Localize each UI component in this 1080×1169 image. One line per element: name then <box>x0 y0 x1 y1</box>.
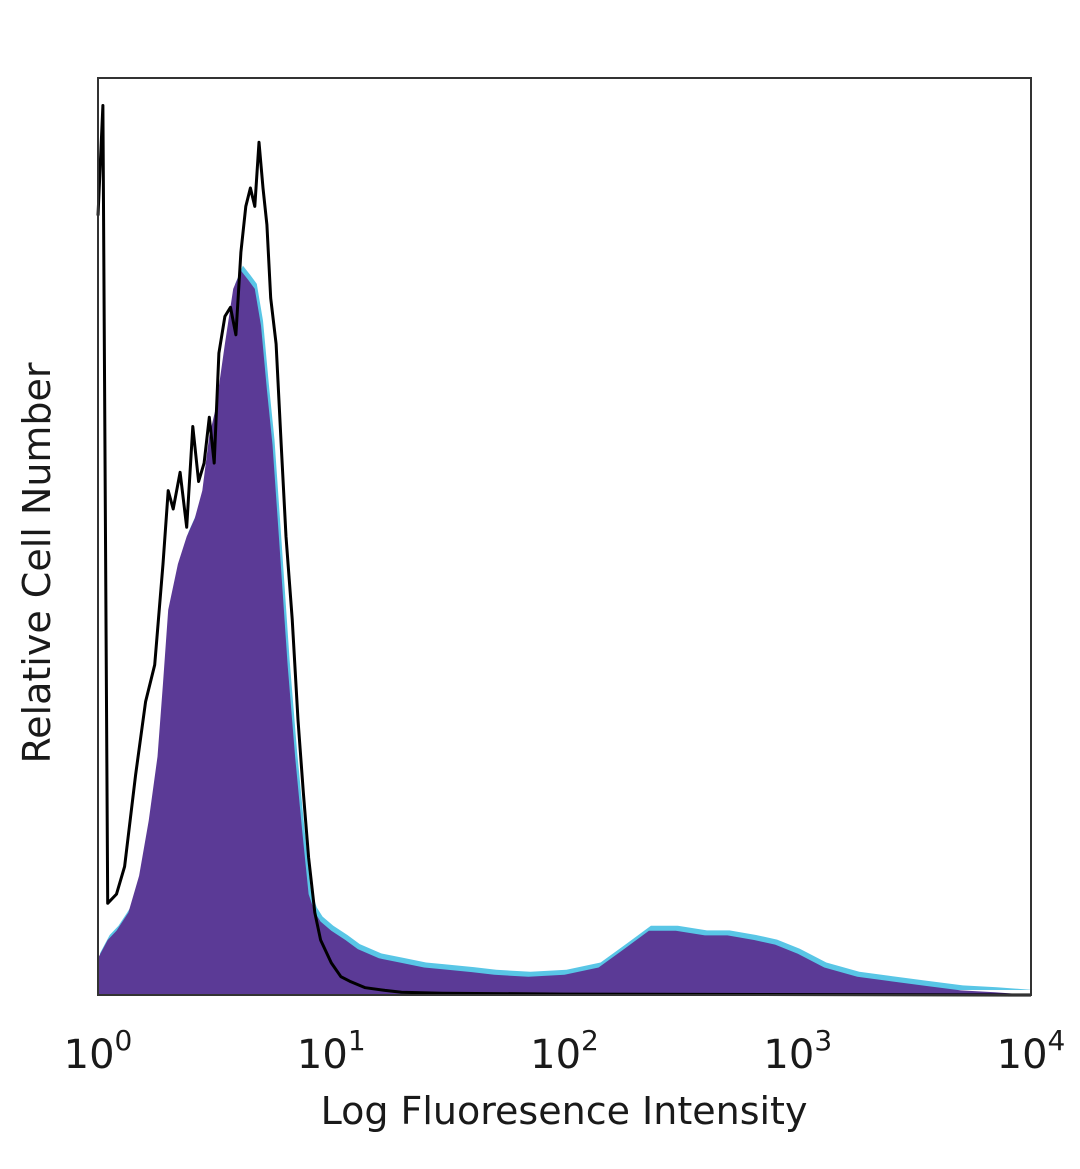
x-tick-label: 104 <box>997 1024 1066 1078</box>
x-tick-label: 103 <box>763 1024 832 1078</box>
series-layer <box>96 104 1033 997</box>
series-1-line <box>96 104 1032 997</box>
x-tick-label: 101 <box>297 1024 366 1078</box>
x-tick-labels: 100 101 102 103 104 <box>64 1024 1066 1078</box>
x-tick-label: 102 <box>530 1024 599 1078</box>
plot-frame <box>97 77 1032 996</box>
y-axis-label: Relative Cell Number <box>15 362 59 763</box>
x-tick-label: 100 <box>64 1024 133 1078</box>
x-axis-label: Log Fluoresence Intensity <box>321 1089 808 1133</box>
series-0-area <box>98 270 1031 996</box>
